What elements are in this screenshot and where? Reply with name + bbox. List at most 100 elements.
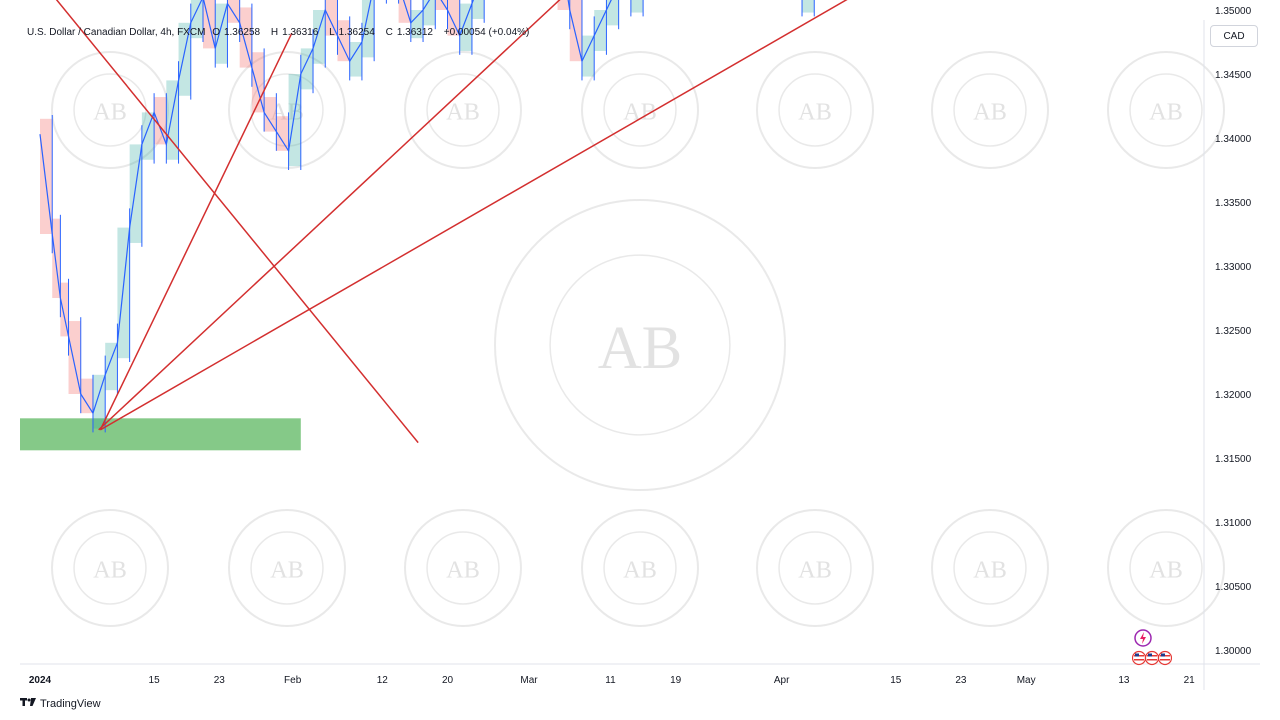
trend-band-segment (337, 20, 350, 62)
trend-band-segment (215, 3, 228, 64)
y-axis-ticks[interactable]: 1.30000 1.30500 1.31000 1.31500 1.32000 1.325… (1215, 0, 1252, 657)
trend-band-segment (630, 0, 644, 13)
watermark: AB AB AB AB AB AB AB AB AB AB AB AB AB AB AB (51, 51, 1225, 627)
watermark-monogram: AB (93, 98, 127, 125)
watermark-seal: AB (581, 51, 699, 169)
x-tick-label: 20 (442, 675, 454, 686)
watermark-seal: AB (931, 509, 1049, 627)
y-tick-label: 1.31500 (1215, 454, 1252, 465)
trendline[interactable] (99, 32, 293, 431)
trendlines[interactable] (20, 0, 1166, 444)
watermark-monogram: AB (798, 556, 832, 583)
y-tick-label: 1.35000 (1215, 6, 1252, 17)
trend-band-segment (166, 80, 179, 160)
trend-band-segment (594, 10, 607, 51)
trend-band-segment (68, 321, 81, 394)
trend-band-segment (581, 35, 595, 77)
x-tick-label: May (1017, 675, 1036, 686)
watermark-seal: AB (228, 509, 346, 627)
flag-icons[interactable] (1131, 650, 1173, 666)
trend-band-segment (80, 378, 93, 414)
x-tick-label: 15 (890, 675, 902, 686)
ohlc-high: H 1.36316 (270, 27, 319, 38)
ohlc-low: L 1.36254 (329, 27, 375, 38)
trendline[interactable] (98, 0, 719, 431)
symbol-title[interactable]: U.S. Dollar / Canadian Dollar, 4h, FXCM (27, 27, 206, 38)
trendline[interactable] (99, 0, 1166, 431)
watermark-monogram: AB (973, 98, 1007, 125)
footer: TradingView (20, 697, 101, 710)
watermark-monogram: AB (598, 315, 683, 382)
trendline[interactable] (20, 0, 419, 444)
ohlc-open: O 1.36258 (212, 27, 261, 38)
watermark-seal: AB (581, 509, 699, 627)
trend-band-segment (190, 0, 203, 39)
chart-header: U.S. Dollar / Canadian Dollar, 4h, FXCM … (27, 27, 533, 38)
axes (20, 20, 1260, 690)
watermark-monogram: AB (1149, 98, 1183, 125)
x-tick-label: 13 (1118, 675, 1130, 686)
watermark-seal: AB (756, 509, 874, 627)
x-tick-label: 15 (149, 675, 161, 686)
zone-support[interactable] (20, 418, 301, 451)
x-tick-label: 11 (605, 675, 616, 686)
y-tick-label: 1.33000 (1215, 262, 1252, 273)
x-axis-ticks[interactable]: 2024 15 23 Feb 12 20 Mar 11 19 Apr 15 23 May 13 21 (29, 675, 1195, 686)
watermark-seal-large: AB (494, 199, 786, 491)
trend-band-segment (423, 0, 436, 26)
trend-band-segment (92, 374, 106, 429)
x-tick-label: 19 (670, 675, 682, 686)
price-line (39, 0, 612, 415)
price-series (39, 0, 815, 433)
watermark-monogram: AB (798, 98, 832, 125)
trend-band-segment (349, 42, 362, 77)
trend-band-segment (398, 0, 411, 23)
x-tick-label: Mar (520, 675, 538, 686)
watermark-seal: AB (404, 509, 522, 627)
trend-band-segment (606, 0, 619, 26)
trend-band-segment (361, 0, 375, 58)
watermark-seal: AB (756, 51, 874, 169)
y-tick-label: 1.34500 (1215, 70, 1252, 81)
trend-band-segment (239, 7, 252, 68)
watermark-seal: AB (931, 51, 1049, 169)
trend-band-segment (459, 3, 472, 51)
trend-band-segment (154, 97, 167, 145)
watermark-monogram: AB (446, 556, 480, 583)
currency-button[interactable]: CAD (1210, 25, 1258, 47)
y-tick-label: 1.34000 (1215, 134, 1252, 145)
y-tick-label: 1.32500 (1215, 326, 1252, 337)
watermark-monogram: AB (623, 556, 657, 583)
y-tick-label: 1.30000 (1215, 646, 1252, 657)
watermark-monogram: AB (270, 556, 304, 583)
zones (20, 418, 301, 451)
lightning-icon[interactable] (1134, 629, 1152, 647)
trend-band-segment (325, 0, 338, 36)
watermark-seal: AB (51, 509, 169, 627)
x-tick-label: 21 (1184, 675, 1196, 686)
trend-band-segment (264, 97, 277, 132)
trend-band-segment (313, 10, 326, 64)
ohlc-close: C 1.36312 (385, 27, 433, 38)
watermark-seal: AB (1107, 509, 1225, 627)
trend-band-segment (105, 342, 118, 391)
watermark-monogram: AB (93, 556, 127, 583)
y-tick-label: 1.31000 (1215, 518, 1252, 529)
watermark-monogram: AB (1149, 556, 1183, 583)
x-tick-label: 23 (955, 675, 967, 686)
watermark-seal: AB (51, 51, 169, 169)
trend-band-segment (557, 0, 570, 10)
trend-band-segment (471, 0, 485, 19)
watermark-monogram: AB (973, 556, 1007, 583)
trend-band-segment (410, 10, 424, 39)
x-tick-label: Apr (774, 675, 790, 686)
watermark-seal: AB (228, 51, 346, 169)
chart-tool-icons[interactable] (1131, 628, 1173, 672)
trend-band-segment (52, 218, 61, 298)
x-tick-label: 2024 (29, 675, 52, 686)
trend-band-segment (141, 112, 155, 160)
watermark-monogram: AB (270, 98, 304, 125)
tradingview-logo-icon[interactable] (20, 697, 36, 710)
footer-brand[interactable]: TradingView (40, 697, 101, 710)
